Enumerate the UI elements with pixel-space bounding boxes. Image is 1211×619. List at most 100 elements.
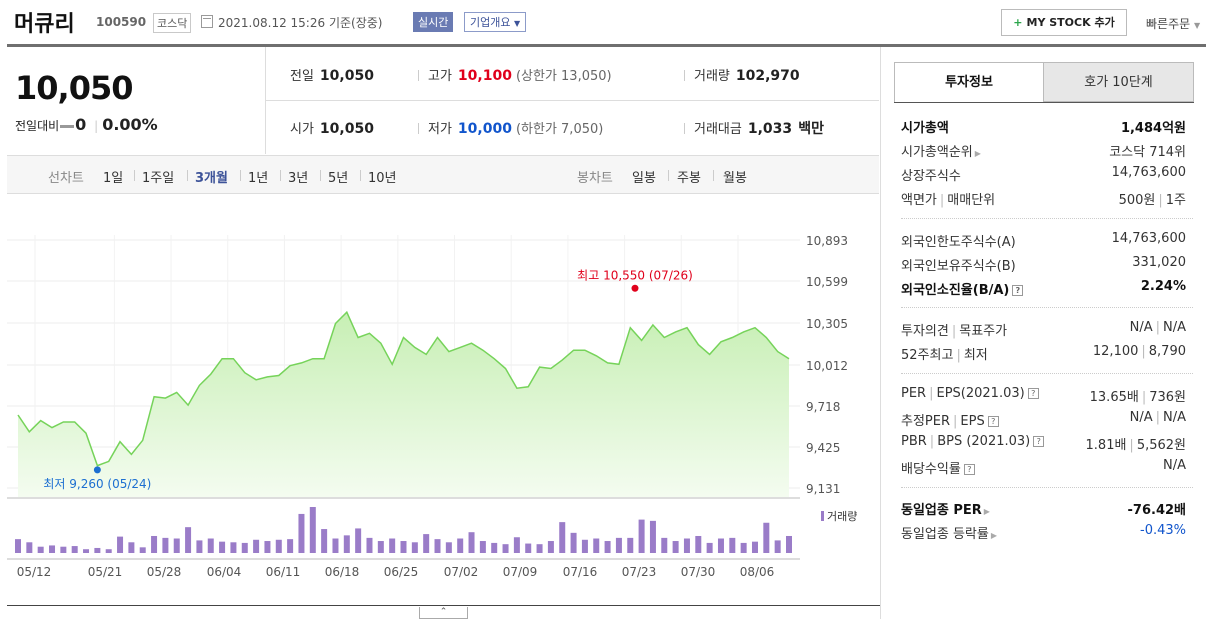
range-1y[interactable]: 1년 — [248, 171, 269, 186]
range-3y[interactable]: 3년 — [288, 171, 309, 186]
volume-legend-swatch — [821, 511, 824, 521]
plus-icon: + — [1013, 16, 1023, 29]
volume-bar — [559, 522, 566, 553]
current-price: 10,050 — [15, 69, 133, 107]
row-divider — [266, 100, 879, 101]
volume-legend: 거래량 — [827, 510, 857, 523]
candle-chart-label: 봉차트 — [577, 171, 613, 186]
price-summary: 전일 10,050 고가 10,100 (상한가 13,050) 거래량 102,970… — [266, 47, 879, 154]
chevron-down-icon: ▼ — [513, 19, 521, 28]
help-icon[interactable]: ? — [963, 464, 975, 475]
x-tick-label: 07/30 — [681, 565, 716, 579]
panel-divider — [880, 47, 881, 619]
volume-bar — [241, 542, 248, 553]
volume-bar — [695, 535, 702, 553]
divider — [265, 47, 266, 154]
foreign-limit-row: 외국인한도주식수(A) 14,763,600 — [901, 231, 1186, 250]
candle-weekly[interactable]: 주봉 — [677, 171, 701, 186]
per-eps-row: PER | EPS(2021.03)? 13.65배 | 736원 — [901, 386, 1186, 405]
separator — [684, 123, 685, 134]
sector-change-row[interactable]: 동일업종 등락률 ▶ -0.43% — [901, 523, 1186, 542]
range-1d[interactable]: 1일 — [103, 171, 124, 186]
tab-invest-info[interactable]: 투자정보 — [894, 62, 1044, 102]
quick-order-dropdown[interactable]: 빠른주문 ▼ — [1146, 17, 1201, 31]
low-marker — [93, 466, 101, 474]
x-tick-label: 05/28 — [147, 565, 182, 579]
prev-close: 전일 10,050 — [290, 68, 374, 84]
help-icon[interactable]: ? — [987, 416, 999, 427]
tab-order-book[interactable]: 호가 10단계 — [1043, 62, 1194, 102]
volume-bar — [536, 544, 543, 553]
volume-bar — [321, 529, 328, 553]
volume-bar — [411, 542, 418, 553]
y-tick-label: 10,599 — [806, 275, 848, 289]
volume-bar — [717, 538, 724, 553]
volume-bar — [672, 541, 679, 553]
volume-bar — [60, 546, 67, 553]
volume-bar — [661, 537, 668, 553]
cap-rank-row[interactable]: 시가총액순위 ▶ 코스닥 714위 — [901, 145, 1186, 160]
help-icon[interactable]: ? — [1033, 436, 1045, 447]
volume-bar — [593, 538, 600, 553]
volume-bar — [547, 541, 554, 553]
volume-bar — [434, 539, 441, 553]
range-3m[interactable]: 3개월 — [195, 171, 228, 186]
current-price-panel: 10,050 전일대비 0 | 0.00% — [7, 47, 265, 154]
opinion-row: 투자의견 | 목표주가 N/A | N/A — [901, 320, 1186, 339]
volume-bar — [423, 534, 430, 553]
volume-bar — [287, 539, 294, 553]
x-tick-label: 07/23 — [622, 565, 657, 579]
separator — [418, 70, 419, 81]
x-tick-label: 07/09 — [503, 565, 538, 579]
separator — [134, 170, 135, 181]
realtime-badge[interactable]: 실시간 — [413, 12, 454, 32]
volume-bar — [683, 538, 690, 553]
volume-bar — [332, 538, 339, 553]
volume-bar — [173, 538, 180, 553]
separator — [240, 170, 241, 181]
candle-monthly[interactable]: 월봉 — [723, 171, 747, 186]
range-10y[interactable]: 10년 — [368, 171, 397, 186]
help-icon[interactable]: ? — [1012, 285, 1024, 296]
high-annotation: 최고 10,550 (07/26) — [577, 268, 693, 282]
volume-bar — [139, 547, 146, 553]
x-tick-label: 06/25 — [384, 565, 419, 579]
volume-bar — [457, 538, 464, 553]
volume-bar — [638, 519, 645, 553]
w52-row: 52주최고 | 최저 12,100 | 8,790 — [901, 344, 1186, 363]
separator — [668, 170, 669, 181]
y-tick-label: 10,305 — [806, 317, 848, 331]
chart-collapse-toggle[interactable]: ⌃ — [419, 607, 468, 619]
range-1w[interactable]: 1주일 — [142, 171, 175, 186]
right-panel-tabs: 투자정보 호가 10단계 — [894, 62, 1194, 102]
y-tick-label: 9,718 — [806, 400, 840, 414]
x-tick-label: 06/18 — [325, 565, 360, 579]
x-tick-label: 06/11 — [266, 565, 301, 579]
shares-row: 상장주식수 14,763,600 — [901, 165, 1186, 184]
divider — [901, 487, 1193, 488]
volume-bar — [615, 537, 622, 553]
low-price: 저가 10,000 (하한가 7,050) — [428, 121, 604, 137]
volume-bar — [162, 537, 169, 553]
chevron-right-icon: ▶ — [983, 507, 990, 516]
volume-bar — [230, 542, 237, 553]
volume-bar — [763, 522, 770, 553]
chart-bottom-rule — [7, 605, 880, 606]
volume-bar — [729, 537, 736, 553]
chevron-down-icon: ▼ — [1194, 21, 1201, 30]
volume-bar — [105, 549, 112, 553]
volume-bar — [649, 520, 656, 553]
dividend-row: 배당수익률? N/A — [901, 458, 1186, 477]
company-info-dropdown[interactable]: 기업개요 ▼ — [464, 12, 527, 32]
help-icon[interactable]: ? — [1027, 388, 1039, 399]
volume-bar — [377, 541, 384, 553]
divider — [901, 218, 1193, 219]
quote-datetime: 2021.08.12 15:26 기준(장중) — [218, 16, 383, 30]
add-mystock-button[interactable]: + MY STOCK 추가 — [1001, 9, 1127, 36]
range-5y[interactable]: 5년 — [328, 171, 349, 186]
candle-daily[interactable]: 일봉 — [632, 171, 656, 186]
volume-bar — [207, 538, 214, 553]
volume-bar — [309, 507, 316, 553]
sector-per-row[interactable]: 동일업종 PER ▶ -76.42배 — [901, 503, 1186, 518]
header-divider — [7, 44, 1206, 47]
